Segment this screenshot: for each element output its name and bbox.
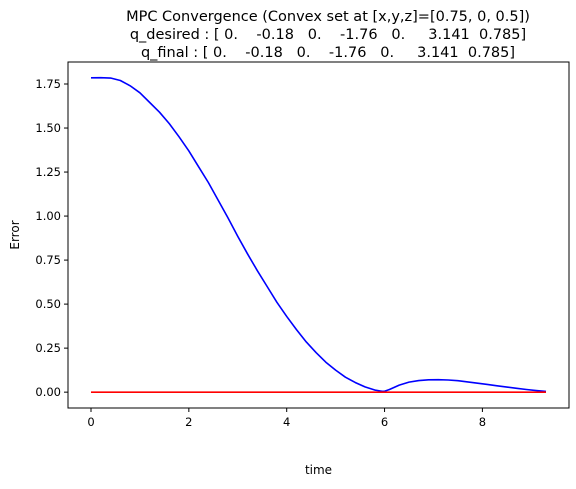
y-axis-ticks: 0.00 0.25 0.50 0.75 1.00 1.25 1.50 1.75: [35, 77, 68, 399]
x-tick-label: 4: [283, 415, 290, 429]
x-tick-label: 6: [381, 415, 388, 429]
chart-title-line-2: q_desired : [ 0. -0.18 0. -1.76 0. 3.141…: [130, 27, 526, 43]
x-tick-label: 0: [87, 415, 94, 429]
y-tick-label: 1.50: [35, 121, 61, 135]
chart-title-line-3: q_final : [ 0. -0.18 0. -1.76 0. 3.141 0…: [141, 45, 515, 61]
series-group: [90, 76, 547, 393]
y-tick-label: 1.75: [35, 77, 61, 91]
x-tick-label: 2: [185, 415, 192, 429]
y-tick-label: 0.25: [35, 341, 61, 355]
y-tick-label: 1.00: [35, 209, 61, 223]
chart-title-line-1: MPC Convergence (Convex set at [x,y,z]=[…: [126, 9, 530, 25]
series-line-1: [90, 76, 547, 393]
x-axis-ticks: 0 2 4 6 8: [87, 408, 486, 429]
x-axis-label: time: [305, 463, 332, 477]
y-tick-label: 0.50: [35, 297, 61, 311]
plot-frame: [67, 61, 570, 409]
chart-title: MPC Convergence (Convex set at [x,y,z]=[…: [126, 9, 530, 61]
y-tick-label: 0.00: [35, 385, 61, 399]
x-tick-label: 8: [479, 415, 486, 429]
y-axis-label: Error: [8, 220, 22, 249]
y-tick-label: 0.75: [35, 253, 61, 267]
y-tick-label: 1.25: [35, 165, 61, 179]
